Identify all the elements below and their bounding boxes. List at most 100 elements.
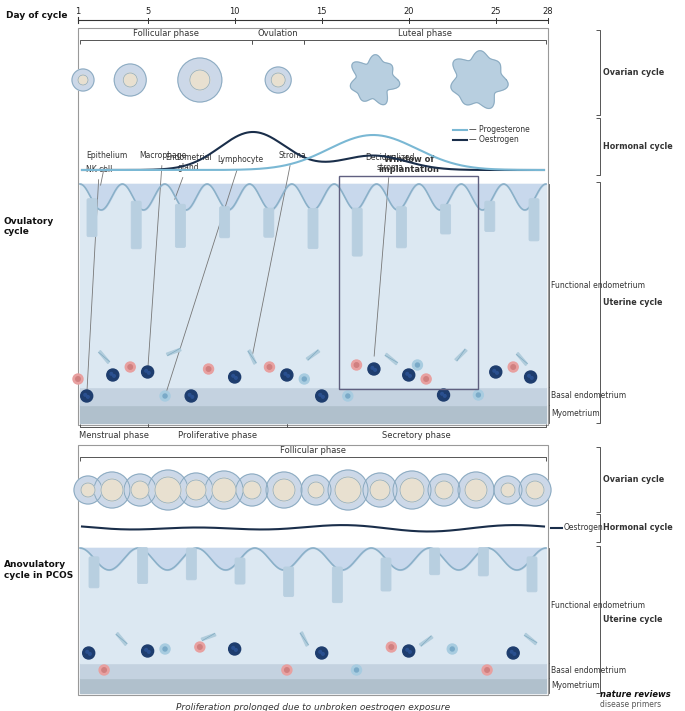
Circle shape: [155, 477, 181, 503]
Circle shape: [370, 480, 390, 500]
Circle shape: [179, 473, 213, 507]
Text: NK cell: NK cell: [86, 165, 112, 393]
Circle shape: [328, 470, 368, 510]
FancyBboxPatch shape: [527, 557, 537, 592]
Circle shape: [145, 648, 147, 651]
Circle shape: [72, 69, 94, 91]
Text: Follicular phase: Follicular phase: [280, 446, 346, 455]
Polygon shape: [306, 350, 320, 360]
Circle shape: [232, 646, 234, 649]
Circle shape: [195, 642, 205, 652]
FancyBboxPatch shape: [381, 558, 391, 591]
FancyBboxPatch shape: [220, 207, 229, 237]
Circle shape: [525, 371, 536, 383]
Circle shape: [496, 372, 498, 374]
Circle shape: [234, 648, 237, 651]
Circle shape: [265, 67, 291, 93]
Text: Myometrium: Myometrium: [551, 410, 599, 419]
Text: Functional endometrium: Functional endometrium: [551, 281, 645, 290]
Circle shape: [501, 483, 515, 497]
Circle shape: [212, 478, 236, 502]
Circle shape: [406, 373, 408, 375]
Bar: [80, 663, 546, 678]
Circle shape: [458, 472, 494, 508]
Text: Uterine cycle: Uterine cycle: [603, 615, 662, 624]
Circle shape: [229, 643, 240, 655]
Circle shape: [99, 665, 109, 675]
Bar: [80, 184, 546, 387]
Circle shape: [81, 483, 95, 497]
Circle shape: [511, 365, 515, 369]
Circle shape: [147, 651, 150, 653]
Circle shape: [160, 644, 170, 654]
Text: Stroma: Stroma: [253, 151, 306, 354]
Circle shape: [197, 645, 202, 649]
FancyBboxPatch shape: [89, 557, 99, 588]
Polygon shape: [201, 634, 216, 641]
FancyBboxPatch shape: [397, 207, 406, 248]
Text: Ovarian cycle: Ovarian cycle: [603, 68, 664, 77]
Circle shape: [415, 363, 419, 367]
Circle shape: [440, 392, 443, 395]
Text: nature reviews: nature reviews: [600, 690, 671, 699]
Text: Proliferative phase: Proliferative phase: [177, 431, 257, 440]
Circle shape: [285, 668, 289, 672]
FancyBboxPatch shape: [175, 204, 186, 247]
Bar: [80, 405, 546, 423]
Polygon shape: [300, 632, 308, 646]
Circle shape: [145, 370, 147, 372]
Text: 1: 1: [75, 7, 81, 16]
Circle shape: [428, 474, 460, 506]
Circle shape: [142, 366, 153, 378]
Circle shape: [186, 480, 206, 500]
Circle shape: [86, 395, 89, 398]
Circle shape: [110, 373, 112, 375]
Circle shape: [178, 58, 222, 102]
Circle shape: [342, 391, 353, 401]
Circle shape: [88, 653, 91, 656]
Circle shape: [363, 473, 397, 507]
Circle shape: [284, 373, 287, 375]
Bar: [78, 445, 548, 695]
Bar: [80, 678, 546, 693]
Polygon shape: [166, 348, 181, 356]
FancyBboxPatch shape: [352, 208, 362, 256]
Text: Epithelium: Epithelium: [86, 151, 127, 186]
FancyBboxPatch shape: [284, 567, 294, 597]
Text: — Progesterone: — Progesterone: [469, 126, 530, 134]
Circle shape: [302, 377, 306, 381]
Circle shape: [371, 366, 374, 369]
Text: disease primers: disease primers: [600, 700, 661, 709]
Circle shape: [424, 377, 428, 381]
Circle shape: [351, 665, 362, 675]
Polygon shape: [385, 353, 397, 365]
Circle shape: [78, 75, 88, 85]
Circle shape: [267, 365, 272, 369]
Circle shape: [316, 647, 327, 659]
Circle shape: [308, 482, 324, 498]
FancyBboxPatch shape: [87, 198, 97, 237]
Text: Proliferation prolonged due to unbroken oestrogen exposure: Proliferation prolonged due to unbroken …: [176, 703, 450, 711]
Circle shape: [191, 395, 194, 398]
Text: 15: 15: [316, 7, 327, 16]
FancyBboxPatch shape: [138, 547, 148, 584]
Circle shape: [447, 644, 458, 654]
Circle shape: [232, 375, 234, 377]
Circle shape: [81, 390, 92, 402]
Circle shape: [203, 364, 214, 374]
Circle shape: [351, 360, 362, 370]
Circle shape: [74, 476, 102, 504]
FancyBboxPatch shape: [132, 201, 141, 249]
Polygon shape: [116, 633, 127, 646]
Circle shape: [490, 366, 502, 378]
Circle shape: [73, 374, 83, 384]
Circle shape: [508, 362, 518, 372]
Circle shape: [185, 390, 197, 402]
Circle shape: [355, 668, 358, 672]
Text: Ovulatory
cycle: Ovulatory cycle: [4, 217, 54, 236]
Text: Decidualized
stroma: Decidualized stroma: [365, 153, 414, 356]
Circle shape: [131, 481, 149, 499]
Circle shape: [519, 474, 551, 506]
Circle shape: [409, 651, 411, 653]
Circle shape: [206, 367, 211, 371]
